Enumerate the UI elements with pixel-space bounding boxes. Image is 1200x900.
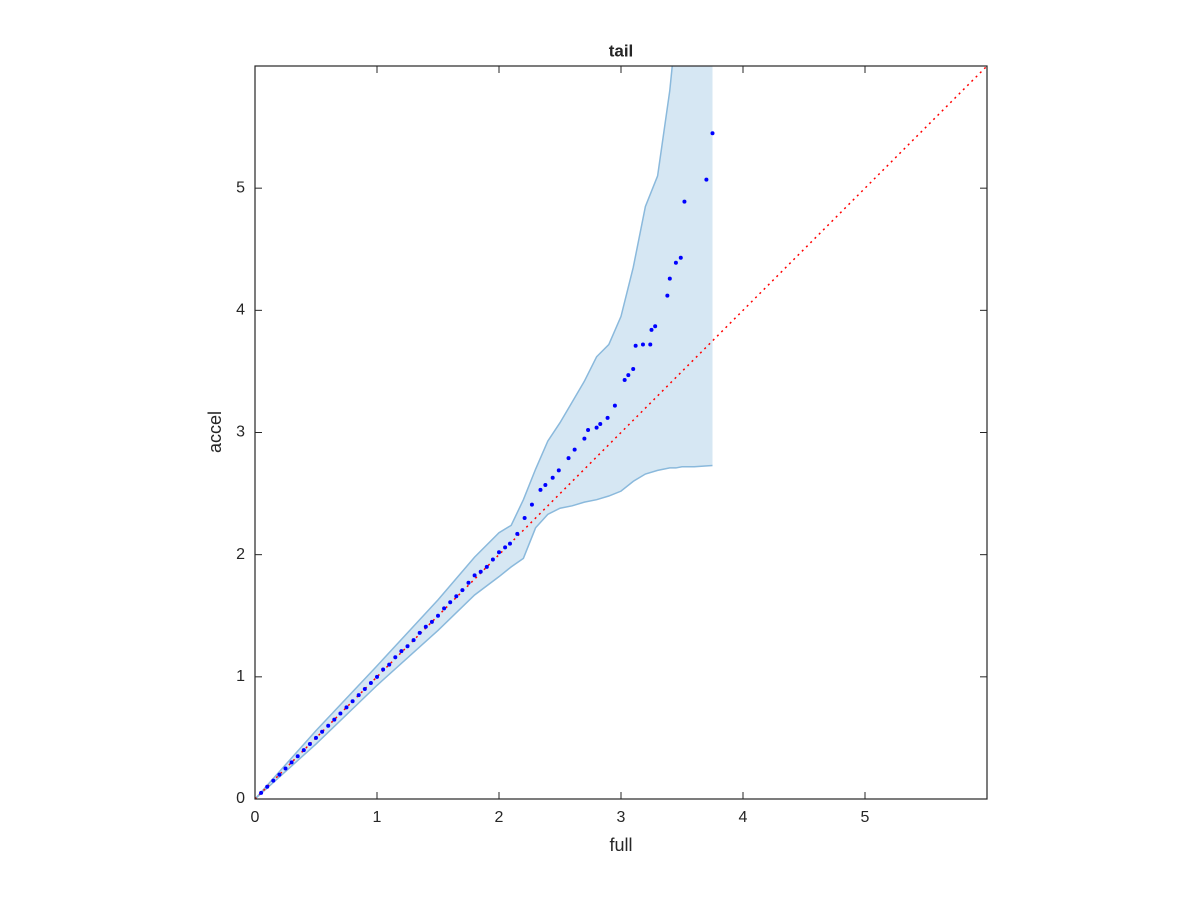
data-point xyxy=(411,638,416,643)
data-point xyxy=(314,735,318,740)
data-point xyxy=(649,327,654,332)
data-point xyxy=(466,580,471,585)
data-point xyxy=(515,531,520,536)
data-point xyxy=(522,516,527,521)
x-axis-label: full xyxy=(609,835,632,855)
data-point xyxy=(566,456,571,461)
data-point xyxy=(631,366,636,371)
data-point xyxy=(307,742,312,747)
data-point xyxy=(326,723,331,728)
data-point xyxy=(653,324,658,329)
x-tick-label: 4 xyxy=(739,809,748,826)
data-point xyxy=(503,545,508,550)
data-point xyxy=(344,705,349,710)
data-point xyxy=(259,790,264,795)
data-point xyxy=(640,342,645,347)
y-axis-label: accel xyxy=(205,411,225,453)
data-point xyxy=(626,373,631,378)
data-point xyxy=(381,667,386,672)
data-point xyxy=(405,644,410,649)
data-point xyxy=(417,630,422,635)
data-point xyxy=(586,428,591,433)
data-point xyxy=(478,569,483,574)
data-point xyxy=(667,276,672,281)
data-point xyxy=(472,573,477,578)
data-point xyxy=(277,772,282,777)
data-point xyxy=(538,487,543,492)
band-lower-edge xyxy=(255,464,713,799)
data-point xyxy=(497,550,501,555)
data-point xyxy=(598,421,603,426)
x-tick-label: 2 xyxy=(495,809,504,826)
y-tick-label: 3 xyxy=(236,424,245,441)
data-point xyxy=(665,293,670,298)
data-point xyxy=(350,699,355,704)
data-point xyxy=(460,588,465,593)
data-point xyxy=(529,502,534,507)
data-point xyxy=(332,717,337,722)
confidence-band xyxy=(255,66,713,799)
data-point xyxy=(320,729,325,734)
data-point xyxy=(582,436,587,441)
data-point xyxy=(572,447,577,452)
data-point xyxy=(375,674,379,679)
data-point xyxy=(393,655,398,660)
data-point xyxy=(550,475,555,480)
data-point xyxy=(399,649,404,654)
data-point xyxy=(710,131,715,136)
data-point xyxy=(283,766,288,771)
data-point xyxy=(265,784,270,789)
data-point xyxy=(673,260,678,265)
data-point xyxy=(442,606,447,611)
data-point xyxy=(594,425,599,430)
x-tick-label: 3 xyxy=(617,809,626,826)
data-point xyxy=(678,255,683,260)
data-point xyxy=(362,687,367,692)
x-tick-label: 5 xyxy=(861,809,870,826)
data-point xyxy=(682,199,687,204)
data-point xyxy=(295,754,300,759)
data-point xyxy=(289,760,294,765)
data-point xyxy=(454,594,459,599)
x-tick-label: 0 xyxy=(251,809,260,826)
data-point xyxy=(368,680,373,685)
y-tick-label: 1 xyxy=(236,668,245,685)
data-point xyxy=(605,415,610,420)
data-point xyxy=(387,662,392,667)
y-tick-label: 2 xyxy=(236,546,245,563)
y-tick-label: 5 xyxy=(236,179,245,196)
data-point xyxy=(436,613,440,618)
y-tick-label: 4 xyxy=(236,302,245,319)
plot-area xyxy=(255,66,987,799)
x-tick-label: 1 xyxy=(373,809,382,826)
data-point xyxy=(648,342,653,347)
data-point xyxy=(423,624,428,629)
data-point xyxy=(484,564,489,569)
data-point xyxy=(556,468,561,473)
data-point xyxy=(633,343,638,348)
data-point xyxy=(507,541,512,546)
y-tick-label: 0 xyxy=(236,790,245,807)
data-point xyxy=(704,177,709,182)
data-point xyxy=(612,403,617,408)
data-point xyxy=(622,377,627,382)
chart-title: tail xyxy=(609,41,634,60)
band-upper-edge xyxy=(255,66,673,799)
reference-line xyxy=(255,66,987,799)
data-point xyxy=(490,557,495,562)
data-point xyxy=(301,748,306,753)
data-point xyxy=(271,778,276,783)
data-point xyxy=(448,600,453,605)
data-point xyxy=(429,619,434,624)
data-point xyxy=(543,483,548,488)
data-point xyxy=(338,711,343,716)
data-point xyxy=(356,693,361,698)
